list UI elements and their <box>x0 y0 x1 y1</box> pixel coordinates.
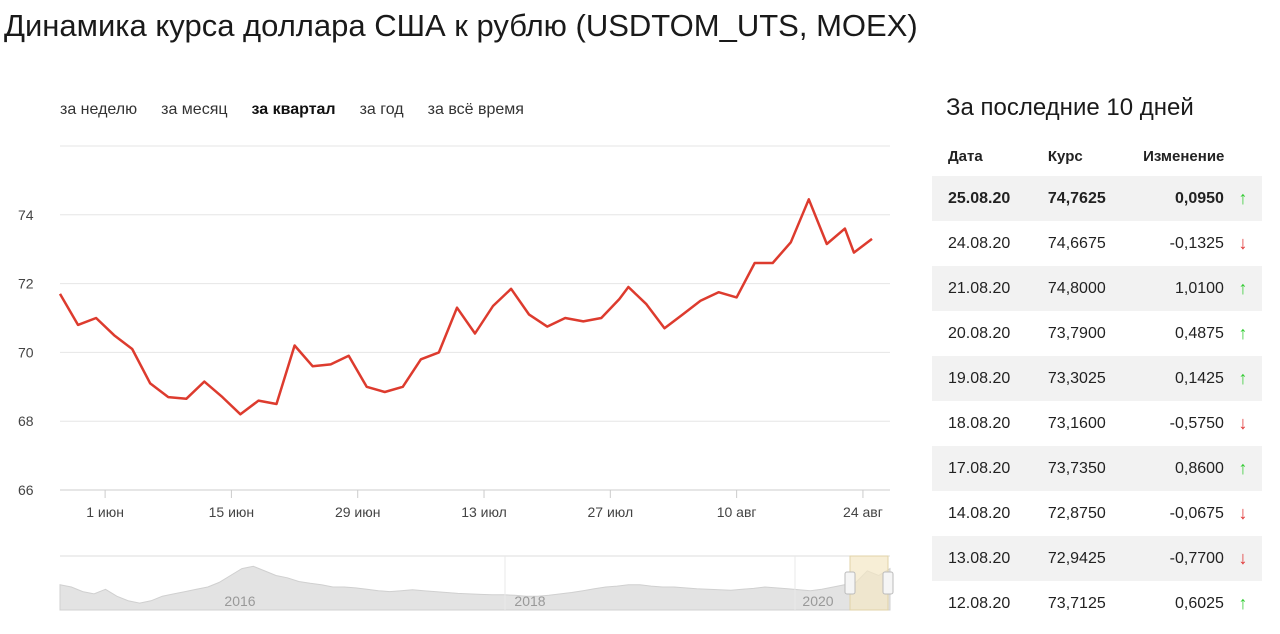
row-rate: 73,7900 <box>1047 324 1106 342</box>
y-tick-label: 74 <box>18 207 34 223</box>
arrow-up-icon: ↑ <box>1238 593 1248 613</box>
row-change: -0,7700 <box>1169 549 1224 567</box>
row-change: -0,1325 <box>1169 234 1224 252</box>
navigator-handle-right[interactable] <box>882 571 894 595</box>
row-date: 17.08.20 <box>948 459 1011 477</box>
period-year[interactable]: за год <box>359 101 404 118</box>
period-quarter[interactable]: за квартал <box>251 101 336 118</box>
row-rate: 73,3025 <box>1047 369 1106 387</box>
panel-title: За последние 10 дней <box>946 94 1194 121</box>
x-tick-label: 13 июл <box>461 504 507 520</box>
x-tick-label: 1 июн <box>86 504 124 520</box>
row-rate: 73,7350 <box>1047 459 1106 477</box>
arrow-up-icon: ↑ <box>1238 458 1248 478</box>
header-change: Изменение <box>1143 147 1225 165</box>
navigator-year-label: 2020 <box>802 593 833 609</box>
table-row: 25.08.20 74,7625 0,0950 ↑ <box>932 176 1262 221</box>
arrow-up-icon: ↑ <box>1238 188 1248 208</box>
table-row: 24.08.20 74,6675 -0,1325 ↓ <box>932 221 1262 266</box>
row-change: 0,6025 <box>1175 594 1224 612</box>
rate-line-chart[interactable]: 66 68 70 72 74 1 июн 15 июн 29 июн 13 июл 27 июл 1… <box>0 130 900 530</box>
y-tick-label: 68 <box>18 413 34 429</box>
navigator-year-label: 2016 <box>224 593 255 609</box>
table-row: 17.08.20 73,7350 0,8600 ↑ <box>932 446 1262 491</box>
row-change: 0,8600 <box>1175 459 1224 477</box>
table-row: 13.08.20 72,9425 -0,7700 ↓ <box>932 536 1262 581</box>
series-line <box>58 198 873 416</box>
page-title: Динамика курса доллара США к рублю (USDT… <box>4 8 918 43</box>
header-rate: Курс <box>1047 147 1083 165</box>
arrow-down-icon: ↓ <box>1238 413 1248 433</box>
row-change: -0,0675 <box>1169 504 1224 522</box>
header-date: Дата <box>948 147 983 165</box>
row-rate: 72,9425 <box>1047 549 1106 567</box>
range-navigator[interactable]: 2016 2018 2020 <box>0 548 900 618</box>
table-row: 21.08.20 74,8000 1,0100 ↑ <box>932 266 1262 311</box>
table-row: 19.08.20 73,3025 0,1425 ↑ <box>932 356 1262 401</box>
row-change: 1,0100 <box>1175 279 1224 297</box>
row-rate: 73,1600 <box>1047 414 1106 432</box>
table-row: 20.08.20 73,7900 0,4875 ↑ <box>932 311 1262 356</box>
x-tick-label: 15 июн <box>209 504 255 520</box>
row-date: 19.08.20 <box>948 369 1011 387</box>
period-selector: за неделю за месяц за квартал за год за … <box>60 101 548 119</box>
row-date: 12.08.20 <box>948 594 1011 612</box>
row-change: -0,5750 <box>1169 414 1224 432</box>
table-row: 14.08.20 72,8750 -0,0675 ↓ <box>932 491 1262 536</box>
x-tick-label: 10 авг <box>717 504 757 520</box>
period-all-time[interactable]: за всё время <box>427 101 524 118</box>
row-date: 14.08.20 <box>948 504 1011 522</box>
arrow-up-icon: ↑ <box>1238 278 1248 298</box>
navigator-handle-left[interactable] <box>844 571 856 595</box>
row-date: 18.08.20 <box>948 414 1011 432</box>
row-rate: 74,7625 <box>1047 189 1106 207</box>
arrow-up-icon: ↑ <box>1238 323 1248 343</box>
arrow-up-icon: ↑ <box>1238 368 1248 388</box>
navigator-year-label: 2018 <box>514 593 545 609</box>
x-tick-label: 27 июл <box>587 504 633 520</box>
x-tick-label: 24 авг <box>843 504 883 520</box>
row-date: 20.08.20 <box>948 324 1011 342</box>
table-row: 12.08.20 73,7125 0,6025 ↑ <box>932 581 1262 626</box>
row-change: 0,1425 <box>1175 369 1224 387</box>
x-tick-label: 29 июн <box>335 504 381 520</box>
table-header: Дата Курс Изменение <box>932 136 1262 176</box>
navigator-selection[interactable] <box>849 555 889 611</box>
row-change: 0,4875 <box>1175 324 1224 342</box>
period-month[interactable]: за месяц <box>161 101 228 118</box>
arrow-down-icon: ↓ <box>1238 233 1248 253</box>
rates-table-body: 25.08.20 74,7625 0,0950 ↑ 24.08.20 74,6675 -0,… <box>932 176 1262 626</box>
arrow-down-icon: ↓ <box>1238 503 1248 523</box>
arrow-down-icon: ↓ <box>1238 548 1248 568</box>
row-rate: 72,8750 <box>1047 504 1106 522</box>
row-date: 21.08.20 <box>948 279 1011 297</box>
navigator-area <box>59 565 891 611</box>
row-date: 13.08.20 <box>948 549 1011 567</box>
period-week[interactable]: за неделю <box>60 101 138 118</box>
row-date: 24.08.20 <box>948 234 1011 252</box>
last-10-days-panel: За последние 10 дней Дата Курс Изменение… <box>932 94 1262 626</box>
y-tick-label: 72 <box>18 276 34 292</box>
row-date: 25.08.20 <box>948 189 1011 207</box>
row-rate: 73,7125 <box>1047 594 1106 612</box>
row-rate: 74,6675 <box>1047 234 1106 252</box>
y-tick-label: 70 <box>18 344 34 360</box>
row-rate: 74,8000 <box>1047 279 1106 297</box>
y-tick-label: 66 <box>18 482 34 498</box>
row-change: 0,0950 <box>1175 189 1224 207</box>
table-row: 18.08.20 73,1600 -0,5750 ↓ <box>932 401 1262 446</box>
